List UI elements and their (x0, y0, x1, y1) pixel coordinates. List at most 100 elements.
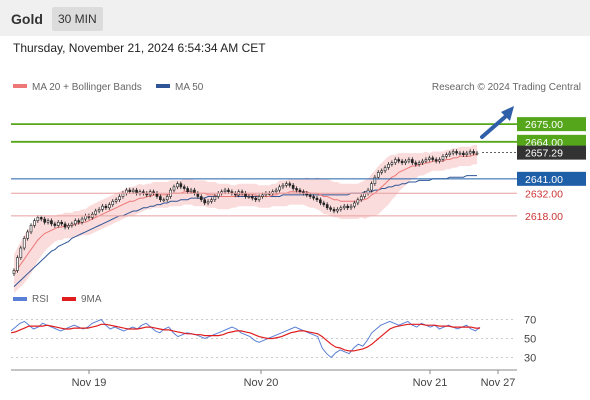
candle (291, 183, 295, 191)
candle (312, 194, 315, 201)
candle (80, 216, 84, 225)
candle (33, 218, 36, 228)
candle (101, 203, 104, 212)
candle (380, 168, 384, 175)
candle (431, 155, 435, 162)
candle (46, 218, 50, 225)
rsi-ma-line (10, 323, 480, 352)
candle (407, 157, 411, 164)
level-label: 2657.29 (525, 148, 563, 160)
candle (417, 160, 421, 167)
candle (22, 236, 26, 251)
timeframe-badge[interactable]: 30 MIN (52, 7, 103, 31)
candle (336, 207, 339, 214)
level-badge (517, 145, 586, 160)
candle (43, 216, 46, 225)
level-badge (517, 117, 586, 132)
candle (445, 152, 448, 159)
candle (67, 223, 70, 230)
candle (111, 199, 115, 207)
candle (16, 255, 19, 273)
candle (29, 223, 33, 235)
candle (56, 220, 60, 228)
candle (339, 205, 343, 212)
candle (410, 157, 414, 165)
candle (254, 195, 258, 202)
candle (434, 157, 438, 164)
candle (370, 181, 373, 193)
candle (468, 149, 472, 156)
candle (441, 154, 445, 162)
level-label: 2675.00 (525, 119, 563, 131)
candle (176, 181, 179, 190)
report-datetime: Thursday, November 21, 2024 6:54:34 AM C… (13, 41, 266, 55)
legend-ma20-label: MA 20 + Bollinger Bands (32, 82, 142, 93)
x-tick-label: Nov 27 (481, 377, 516, 389)
candle (104, 203, 108, 211)
level-label: 2632.00 (525, 188, 563, 200)
header-bar: Gold 30 MIN (0, 0, 590, 36)
candle (97, 207, 101, 214)
x-tick-label: Nov 20 (244, 377, 279, 389)
candle (438, 157, 441, 164)
candle (60, 220, 63, 227)
candle (94, 208, 98, 217)
candle (322, 200, 326, 207)
candle (26, 229, 29, 241)
rsi-line (10, 318, 481, 359)
candle (329, 205, 332, 212)
candle (393, 157, 397, 165)
candle (162, 197, 166, 202)
candle (107, 202, 111, 211)
candle (281, 183, 285, 190)
candle (356, 197, 360, 206)
candle (404, 158, 407, 165)
candle (63, 221, 67, 230)
level-label: 2618.00 (525, 211, 563, 223)
bollinger-band-area (14, 145, 477, 293)
candle (182, 184, 186, 191)
legend-rsi-swatch (13, 297, 27, 301)
candle (278, 184, 281, 193)
candle (332, 207, 336, 214)
candle (19, 245, 23, 260)
candle (53, 221, 57, 228)
level-badge (517, 171, 586, 186)
candle (118, 194, 121, 202)
candle (285, 181, 288, 188)
legend-ma20-swatch (13, 84, 27, 88)
candle (165, 194, 169, 202)
candle (203, 197, 206, 206)
candle (50, 218, 53, 227)
candle (472, 149, 475, 156)
candle (458, 150, 462, 156)
candle (325, 202, 329, 211)
candle (451, 149, 455, 156)
candle (12, 268, 16, 276)
rsi-tick-label: 50 (524, 334, 536, 346)
candle (342, 203, 346, 211)
candle (462, 150, 465, 157)
candle (288, 181, 292, 188)
legend-ma50-swatch (156, 84, 170, 88)
x-tick-label: Nov 21 (413, 377, 448, 389)
candle (390, 160, 394, 167)
level-label: 2641.00 (525, 174, 563, 186)
candle (73, 218, 77, 227)
candle (319, 197, 322, 206)
candle (179, 181, 183, 190)
candle (414, 160, 418, 167)
candle (455, 149, 458, 156)
candle (428, 155, 431, 162)
candle (206, 199, 210, 206)
candle (210, 197, 213, 204)
candle (397, 157, 401, 164)
candle (376, 170, 380, 180)
rsi-tick-label: 30 (524, 353, 536, 365)
legend-ma50-label: MA 50 (175, 82, 204, 93)
candle (199, 194, 203, 202)
legend-rsi-ma-swatch (62, 297, 76, 301)
candle (257, 194, 261, 202)
candle (349, 203, 353, 211)
